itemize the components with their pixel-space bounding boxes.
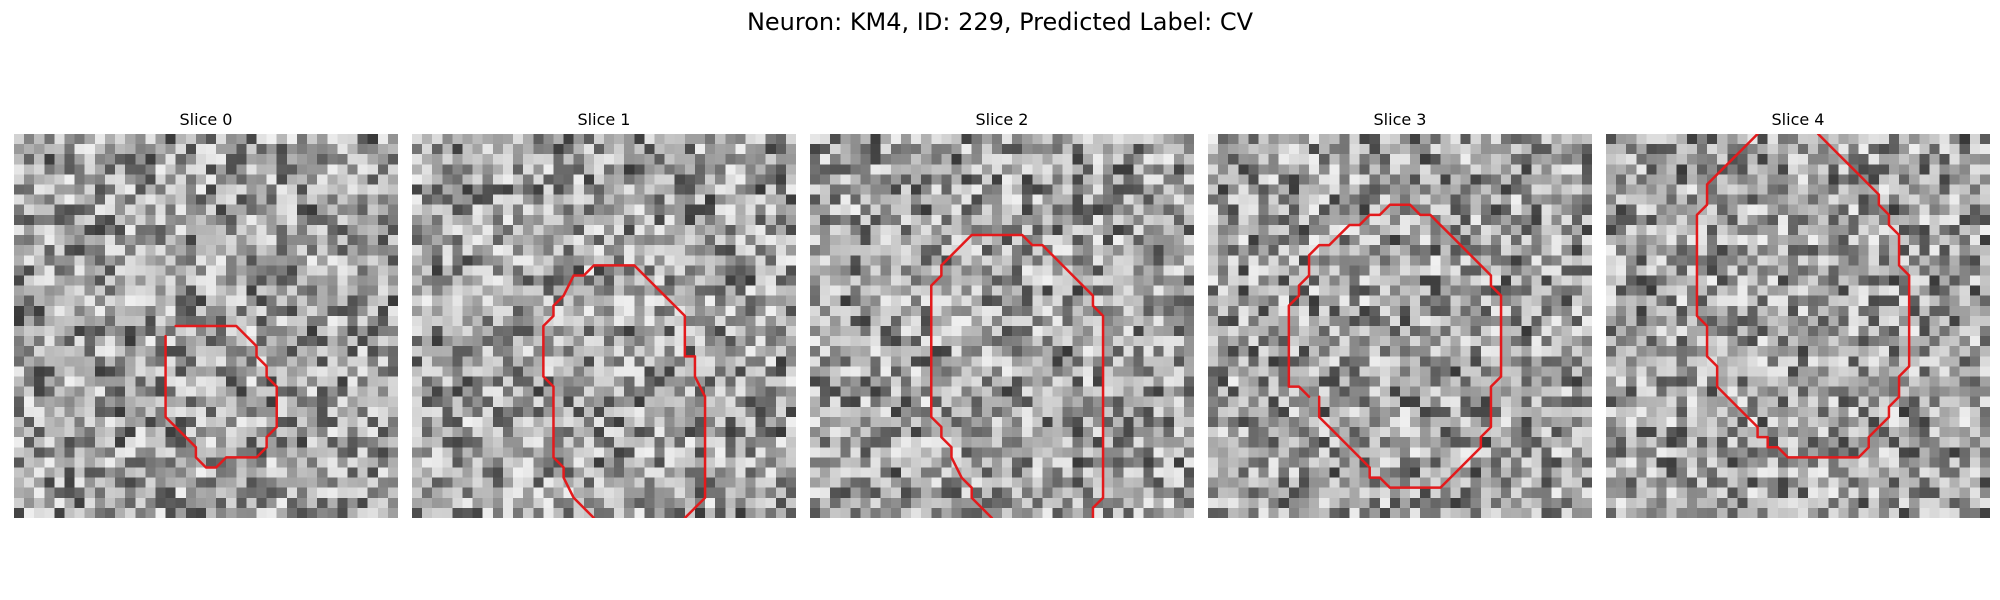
figure-title: Neuron: KM4, ID: 229, Predicted Label: C… <box>0 6 2000 38</box>
slice-title: Slice 3 <box>1208 108 1592 132</box>
pixel-noise <box>810 134 1194 518</box>
slice-panel-1: Slice 1 <box>412 108 796 518</box>
slice-panel-4: Slice 4 <box>1606 108 1990 518</box>
pixel-noise <box>1606 134 1990 518</box>
pixel-noise <box>412 134 796 518</box>
grayscale-slice-image <box>412 134 796 518</box>
slice-title: Slice 0 <box>14 108 398 132</box>
grayscale-slice-image <box>14 134 398 518</box>
grayscale-slice-image <box>810 134 1194 518</box>
slice-title: Slice 4 <box>1606 108 1990 132</box>
grayscale-slice-image <box>1208 134 1592 518</box>
slice-title: Slice 1 <box>412 108 796 132</box>
slice-panel-2: Slice 2 <box>810 108 1194 518</box>
pixel-noise <box>1208 134 1592 518</box>
slice-panel-0: Slice 0 <box>14 108 398 518</box>
slice-title: Slice 2 <box>810 108 1194 132</box>
slice-panel-3: Slice 3 <box>1208 108 1592 518</box>
grayscale-slice-image <box>1606 134 1990 518</box>
